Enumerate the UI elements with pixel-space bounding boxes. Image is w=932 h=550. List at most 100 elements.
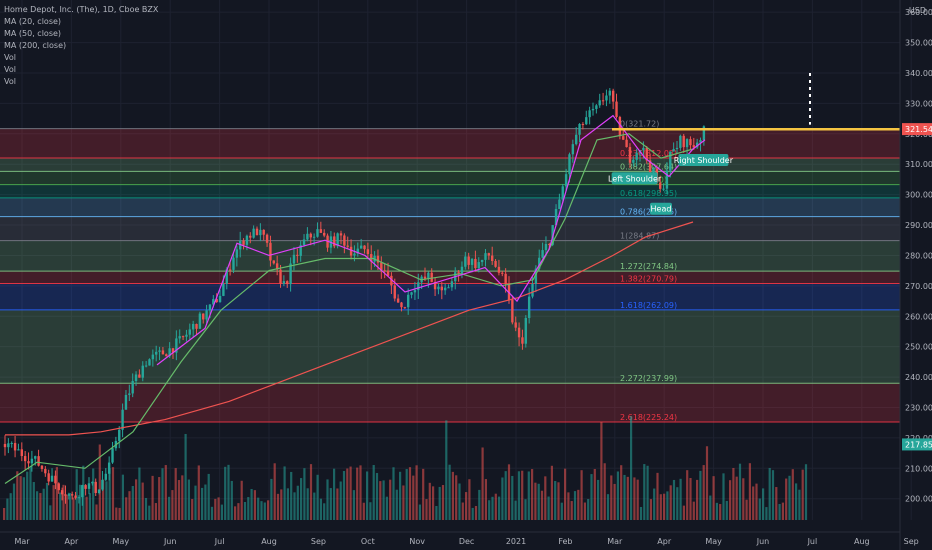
candle-body bbox=[605, 95, 608, 101]
candle-body bbox=[353, 253, 356, 256]
volume-bar bbox=[111, 467, 115, 520]
x-tick-label: Jul bbox=[214, 537, 225, 546]
volume-bar bbox=[220, 504, 223, 520]
candle-body bbox=[161, 350, 165, 355]
volume-legend[interactable]: Vol bbox=[4, 77, 16, 86]
candle-body bbox=[611, 90, 615, 102]
volume-bar bbox=[26, 471, 29, 520]
volume-bar bbox=[765, 507, 768, 520]
x-tick-label: Apr bbox=[64, 537, 79, 546]
candle-body bbox=[370, 254, 373, 262]
volume-bar bbox=[164, 465, 167, 520]
y-tick-label: 250.00 bbox=[905, 343, 932, 352]
candle-body bbox=[272, 260, 275, 264]
volume-bar bbox=[19, 476, 22, 520]
candle-body bbox=[141, 365, 144, 378]
volume-bar bbox=[253, 490, 256, 520]
candle-body bbox=[319, 229, 323, 233]
candle-body bbox=[118, 429, 121, 441]
candle-body bbox=[702, 126, 706, 141]
candle-body bbox=[575, 134, 578, 145]
candle-body bbox=[601, 100, 605, 102]
volume-bar bbox=[131, 485, 134, 520]
volume-bar bbox=[570, 501, 573, 520]
candle-body bbox=[632, 159, 635, 163]
volume-bar bbox=[243, 501, 247, 520]
candle-body bbox=[504, 273, 507, 285]
volume-bar bbox=[141, 482, 144, 520]
volume-bar bbox=[511, 475, 514, 520]
candle-body bbox=[581, 123, 585, 125]
candle-body bbox=[665, 170, 669, 189]
y-tick-label: 330.00 bbox=[905, 99, 932, 108]
x-tick-label: Aug bbox=[854, 537, 870, 546]
volume-bar bbox=[121, 474, 124, 520]
candle-body bbox=[77, 497, 81, 499]
candle-body bbox=[37, 456, 40, 466]
ma50-legend[interactable]: MA (50, close) bbox=[4, 29, 62, 38]
symbol-title[interactable]: Home Depot, Inc. (The), 1D, Cboe BZX bbox=[4, 5, 159, 14]
candle-body bbox=[343, 235, 346, 246]
volume-bar bbox=[349, 466, 352, 520]
volume-bar bbox=[191, 499, 194, 520]
ma20-legend[interactable]: MA (20, close) bbox=[4, 17, 62, 26]
volume-bar bbox=[804, 464, 808, 520]
volume-bar bbox=[177, 480, 181, 520]
volume-bar bbox=[603, 463, 606, 520]
volume-bar bbox=[636, 479, 639, 520]
candle-body bbox=[309, 233, 312, 238]
volume-bar bbox=[300, 478, 303, 520]
candle-body bbox=[662, 188, 665, 190]
volume-bar bbox=[333, 468, 336, 520]
volume-legend[interactable]: Vol bbox=[4, 65, 16, 74]
candle-body bbox=[131, 381, 134, 394]
volume-bar bbox=[672, 479, 676, 520]
candle-body bbox=[185, 334, 188, 337]
volume-bar bbox=[201, 487, 204, 520]
volume-bar bbox=[366, 471, 369, 520]
candle-body bbox=[534, 268, 538, 284]
volume-bar bbox=[669, 485, 672, 520]
ma200-legend[interactable]: MA (200, close) bbox=[4, 41, 67, 50]
candle-body bbox=[689, 139, 692, 146]
volume-bar bbox=[679, 478, 682, 520]
volume-bar bbox=[3, 507, 6, 520]
candle-body bbox=[333, 236, 336, 247]
candle-body bbox=[44, 468, 47, 474]
candle-body bbox=[443, 287, 447, 291]
volume-bar bbox=[326, 479, 329, 520]
volume-bar bbox=[151, 475, 154, 520]
volume-bar bbox=[758, 498, 761, 520]
last-price-value: 321.54 bbox=[905, 125, 932, 134]
candle-body bbox=[282, 281, 286, 284]
fib-band bbox=[0, 271, 900, 284]
volume-bar bbox=[606, 494, 610, 520]
candle-body bbox=[390, 275, 393, 286]
volume-bar bbox=[778, 503, 781, 520]
volume-legend[interactable]: Vol bbox=[4, 53, 16, 62]
candle-body bbox=[457, 272, 460, 275]
volume-bar bbox=[197, 465, 200, 520]
volume-bar bbox=[375, 473, 379, 520]
candle-body bbox=[568, 154, 571, 175]
candle-body bbox=[474, 258, 477, 269]
candle-body bbox=[652, 168, 655, 173]
volume-bar bbox=[623, 474, 626, 520]
volume-bar bbox=[168, 496, 171, 520]
candle-body bbox=[585, 117, 588, 125]
fib-band bbox=[0, 309, 900, 384]
candle-body bbox=[10, 443, 13, 445]
ma200-badge bbox=[902, 438, 932, 451]
volume-bar bbox=[735, 476, 738, 520]
candle-body bbox=[195, 323, 198, 329]
volume-bar bbox=[791, 469, 794, 520]
x-tick-label: Aug bbox=[261, 537, 277, 546]
candle-body bbox=[289, 263, 292, 285]
candle-body bbox=[107, 462, 111, 474]
volume-bar bbox=[729, 480, 732, 520]
volume-bar bbox=[290, 471, 293, 520]
candle-body bbox=[245, 235, 249, 245]
candle-body bbox=[672, 149, 675, 152]
